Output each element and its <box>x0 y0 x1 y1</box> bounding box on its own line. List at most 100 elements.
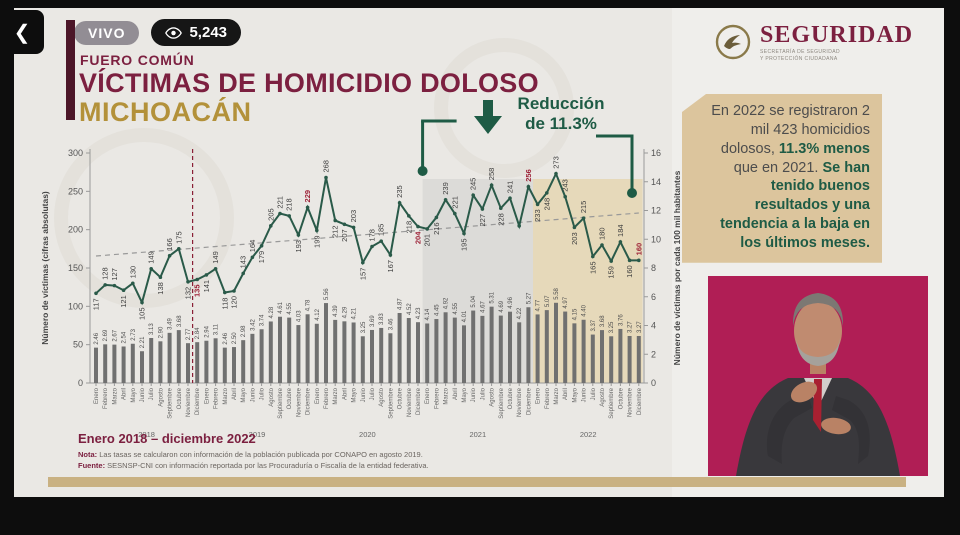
svg-text:4.12: 4.12 <box>315 308 321 320</box>
svg-text:2.77: 2.77 <box>186 328 192 340</box>
svg-text:120: 120 <box>230 296 239 309</box>
svg-text:235: 235 <box>395 185 404 198</box>
svg-text:4.14: 4.14 <box>425 308 431 320</box>
svg-text:143: 143 <box>239 256 248 269</box>
svg-text:5.07: 5.07 <box>545 295 551 307</box>
svg-text:3.25: 3.25 <box>609 321 615 333</box>
svg-text:2.69: 2.69 <box>103 329 109 341</box>
svg-text:Abril: Abril <box>342 388 348 400</box>
svg-text:50: 50 <box>73 340 83 350</box>
svg-text:Junio: Junio <box>250 387 256 402</box>
svg-text:3.11: 3.11 <box>214 323 220 335</box>
svg-text:227: 227 <box>478 214 487 227</box>
chart-footer: Enero 2018 – diciembre 2022 Nota: Las ta… <box>78 431 498 472</box>
svg-text:Marzo: Marzo <box>333 387 339 404</box>
svg-text:2.46: 2.46 <box>223 332 229 344</box>
svg-text:Mayo: Mayo <box>131 387 137 402</box>
svg-text:105: 105 <box>138 308 147 321</box>
svg-text:4.39: 4.39 <box>333 305 339 317</box>
svg-text:3.74: 3.74 <box>260 314 266 326</box>
svg-text:3.83: 3.83 <box>379 313 385 325</box>
seguridad-eagle-logo-icon <box>715 24 751 60</box>
svg-text:2.90: 2.90 <box>158 326 164 338</box>
svg-text:160: 160 <box>625 265 634 278</box>
svg-text:118: 118 <box>220 298 229 310</box>
svg-text:4.61: 4.61 <box>278 301 284 313</box>
svg-text:178: 178 <box>368 229 377 242</box>
svg-text:4.69: 4.69 <box>499 300 505 312</box>
svg-text:Febrero: Febrero <box>545 387 551 409</box>
watermark-ornament <box>54 128 234 308</box>
svg-text:Julio: Julio <box>149 387 155 400</box>
svg-text:248: 248 <box>542 198 551 211</box>
bottom-gold-divider <box>714 477 906 487</box>
svg-text:Mayo: Mayo <box>572 387 578 402</box>
info-seg3: que en 2021. <box>733 159 823 176</box>
svg-text:Diciembre: Diciembre <box>306 387 312 415</box>
svg-text:Marzo: Marzo <box>554 387 560 404</box>
svg-text:Abril: Abril <box>232 388 238 400</box>
svg-text:12: 12 <box>651 206 661 216</box>
svg-text:5.27: 5.27 <box>526 292 532 304</box>
svg-text:195: 195 <box>460 239 469 252</box>
svg-text:4.97: 4.97 <box>563 296 569 308</box>
svg-text:Noviembre: Noviembre <box>628 387 634 417</box>
svg-text:221: 221 <box>450 196 459 209</box>
interpreter-figure <box>736 293 900 476</box>
svg-text:218: 218 <box>285 198 294 211</box>
svg-text:4.29: 4.29 <box>342 306 348 318</box>
summary-info-box: En 2022 se registraron 2 mil 423 homicid… <box>682 94 882 263</box>
svg-text:Agosto: Agosto <box>379 387 385 406</box>
svg-text:Septiembre: Septiembre <box>388 387 394 418</box>
svg-text:Mayo: Mayo <box>352 387 358 402</box>
svg-text:2.73: 2.73 <box>131 328 137 340</box>
svg-text:16: 16 <box>651 148 661 158</box>
svg-text:Diciembre: Diciembre <box>195 387 201 415</box>
svg-text:201: 201 <box>423 234 432 247</box>
svg-text:215: 215 <box>579 201 588 214</box>
svg-text:Agosto: Agosto <box>490 387 496 406</box>
svg-text:184: 184 <box>616 224 625 237</box>
svg-text:4.21: 4.21 <box>352 307 358 319</box>
svg-text:4.87: 4.87 <box>398 298 404 310</box>
svg-text:Abril: Abril <box>563 388 569 400</box>
svg-text:100: 100 <box>68 301 83 311</box>
svg-text:5.04: 5.04 <box>471 295 477 307</box>
svg-text:3.13: 3.13 <box>149 323 155 335</box>
svg-text:4.01: 4.01 <box>462 310 468 322</box>
svg-text:4.40: 4.40 <box>582 304 588 316</box>
svg-text:4.55: 4.55 <box>453 302 459 314</box>
svg-text:193: 193 <box>294 240 303 253</box>
svg-text:4.23: 4.23 <box>416 307 422 319</box>
svg-text:180: 180 <box>598 227 607 240</box>
svg-text:2: 2 <box>651 349 656 359</box>
svg-text:2.21: 2.21 <box>140 336 146 348</box>
svg-text:157: 157 <box>358 268 367 281</box>
svg-text:3.27: 3.27 <box>637 321 643 333</box>
svg-text:4.52: 4.52 <box>407 303 413 315</box>
svg-text:6: 6 <box>651 292 656 302</box>
svg-text:212: 212 <box>331 225 340 238</box>
svg-text:216: 216 <box>432 222 441 235</box>
svg-text:2.84: 2.84 <box>195 327 201 339</box>
svg-text:2022: 2022 <box>580 430 597 439</box>
back-button[interactable]: ❮ <box>0 10 44 54</box>
svg-text:203: 203 <box>349 210 358 223</box>
svg-text:Abril: Abril <box>122 388 128 400</box>
slide-kicker: FUERO COMÚN <box>80 52 195 68</box>
svg-text:3.25: 3.25 <box>361 321 367 333</box>
svg-text:5.58: 5.58 <box>554 287 560 299</box>
svg-text:Mayo: Mayo <box>462 387 468 402</box>
svg-text:Julio: Julio <box>591 387 597 400</box>
svg-text:3.68: 3.68 <box>177 315 183 327</box>
eye-icon <box>165 26 183 39</box>
svg-text:241: 241 <box>506 181 515 194</box>
svg-text:4.45: 4.45 <box>434 304 440 316</box>
svg-text:Julio: Julio <box>480 387 486 400</box>
region-2022 <box>533 179 643 383</box>
svg-text:5.31: 5.31 <box>490 291 496 303</box>
svg-text:2.50: 2.50 <box>232 332 238 344</box>
viewer-count-badge: 5,243 <box>151 19 242 46</box>
viewer-count: 5,243 <box>189 24 228 41</box>
